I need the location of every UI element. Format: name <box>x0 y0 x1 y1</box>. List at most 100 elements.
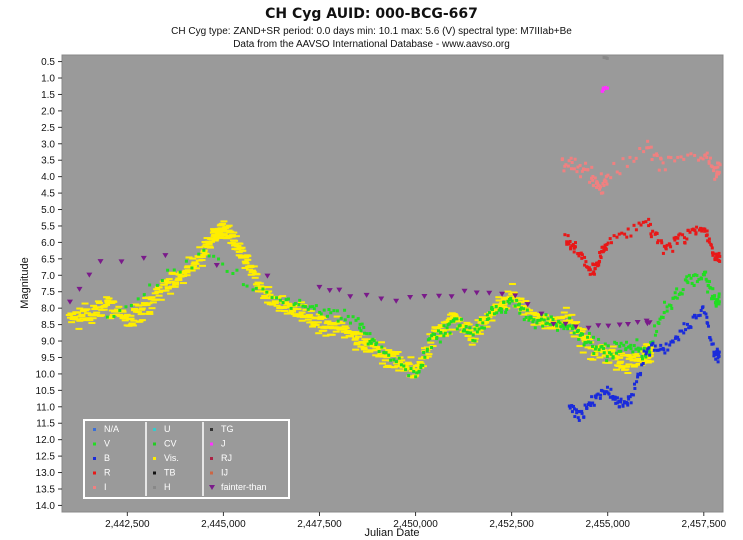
data-point <box>682 322 686 326</box>
data-point <box>436 325 444 328</box>
data-point <box>640 355 644 359</box>
legend-label: N/A <box>104 424 119 434</box>
data-point <box>359 329 363 333</box>
data-point <box>606 173 610 177</box>
data-point <box>464 325 468 329</box>
data-point <box>384 351 388 355</box>
data-point <box>317 317 325 320</box>
data-point <box>710 297 714 301</box>
data-point <box>389 358 393 362</box>
data-point <box>678 329 682 333</box>
data-point <box>366 342 370 346</box>
data-point <box>352 348 360 351</box>
data-point <box>692 283 696 287</box>
data-point <box>630 393 634 397</box>
y-tick-label: 9.0 <box>41 337 55 348</box>
data-point <box>612 234 616 238</box>
data-point <box>519 306 523 310</box>
data-point <box>693 153 697 157</box>
data-point <box>405 363 413 366</box>
data-point <box>116 313 124 316</box>
data-point <box>568 404 572 408</box>
data-point <box>513 304 517 308</box>
data-point <box>490 310 498 313</box>
data-point <box>603 178 607 182</box>
data-point <box>621 404 625 408</box>
data-point <box>580 409 584 413</box>
data-point <box>546 319 554 322</box>
data-point <box>694 231 698 235</box>
data-point <box>70 316 78 319</box>
data-point <box>94 300 102 303</box>
data-point <box>618 344 622 348</box>
legend-label: CV <box>164 439 177 449</box>
data-point <box>602 351 606 355</box>
data-point <box>444 328 452 331</box>
data-point <box>668 242 672 246</box>
data-point <box>689 325 693 329</box>
fainter-than-marker <box>421 294 428 300</box>
data-point <box>217 257 221 261</box>
data-point <box>363 331 367 335</box>
data-point <box>580 169 584 173</box>
data-point <box>577 337 581 341</box>
data-point <box>631 350 635 354</box>
data-point <box>286 312 294 315</box>
legend-item: U <box>153 424 171 434</box>
data-point <box>335 326 343 329</box>
data-point <box>712 166 716 170</box>
data-point <box>581 337 589 340</box>
legend-item: RJ <box>210 453 232 463</box>
legend-marker <box>93 471 96 475</box>
data-point <box>524 315 528 319</box>
legend-item: B <box>93 453 110 463</box>
data-point <box>315 332 323 335</box>
data-point <box>360 322 364 326</box>
data-point <box>340 328 348 331</box>
data-point <box>645 350 649 354</box>
data-point <box>130 319 138 322</box>
data-point <box>706 290 710 294</box>
data-point <box>676 236 680 240</box>
data-point <box>542 317 550 320</box>
data-point <box>603 352 611 355</box>
data-point <box>508 301 512 305</box>
fainter-than-marker <box>512 293 519 299</box>
data-point <box>426 333 434 336</box>
data-point <box>608 237 612 241</box>
data-point <box>581 332 585 336</box>
data-point <box>212 238 220 241</box>
data-point <box>508 283 516 286</box>
y-tick-label: 1.0 <box>41 74 55 85</box>
data-point <box>635 380 639 384</box>
data-point <box>655 154 659 158</box>
series-j <box>600 85 609 93</box>
data-point <box>559 325 563 329</box>
data-point <box>706 321 710 325</box>
data-point <box>568 239 572 243</box>
data-point <box>353 343 361 346</box>
data-point <box>710 246 714 250</box>
fainter-than-marker <box>605 323 612 329</box>
data-point <box>167 292 175 295</box>
data-point <box>445 318 453 321</box>
data-point <box>320 316 328 319</box>
legend-item: fainter-than <box>209 482 267 492</box>
data-point <box>111 310 119 313</box>
data-point <box>670 306 674 310</box>
y-tick-label: 9.5 <box>41 353 55 364</box>
data-point <box>92 306 100 309</box>
data-point <box>155 283 159 287</box>
data-point <box>90 304 98 307</box>
data-point <box>638 147 642 151</box>
data-point <box>494 304 498 308</box>
data-point <box>634 228 638 232</box>
data-point <box>185 256 193 259</box>
data-point <box>682 157 686 161</box>
data-point <box>429 335 437 338</box>
data-point <box>697 158 701 162</box>
fainter-than-marker <box>524 302 531 308</box>
data-point <box>475 330 479 334</box>
data-point <box>473 327 481 330</box>
data-point <box>326 325 334 328</box>
